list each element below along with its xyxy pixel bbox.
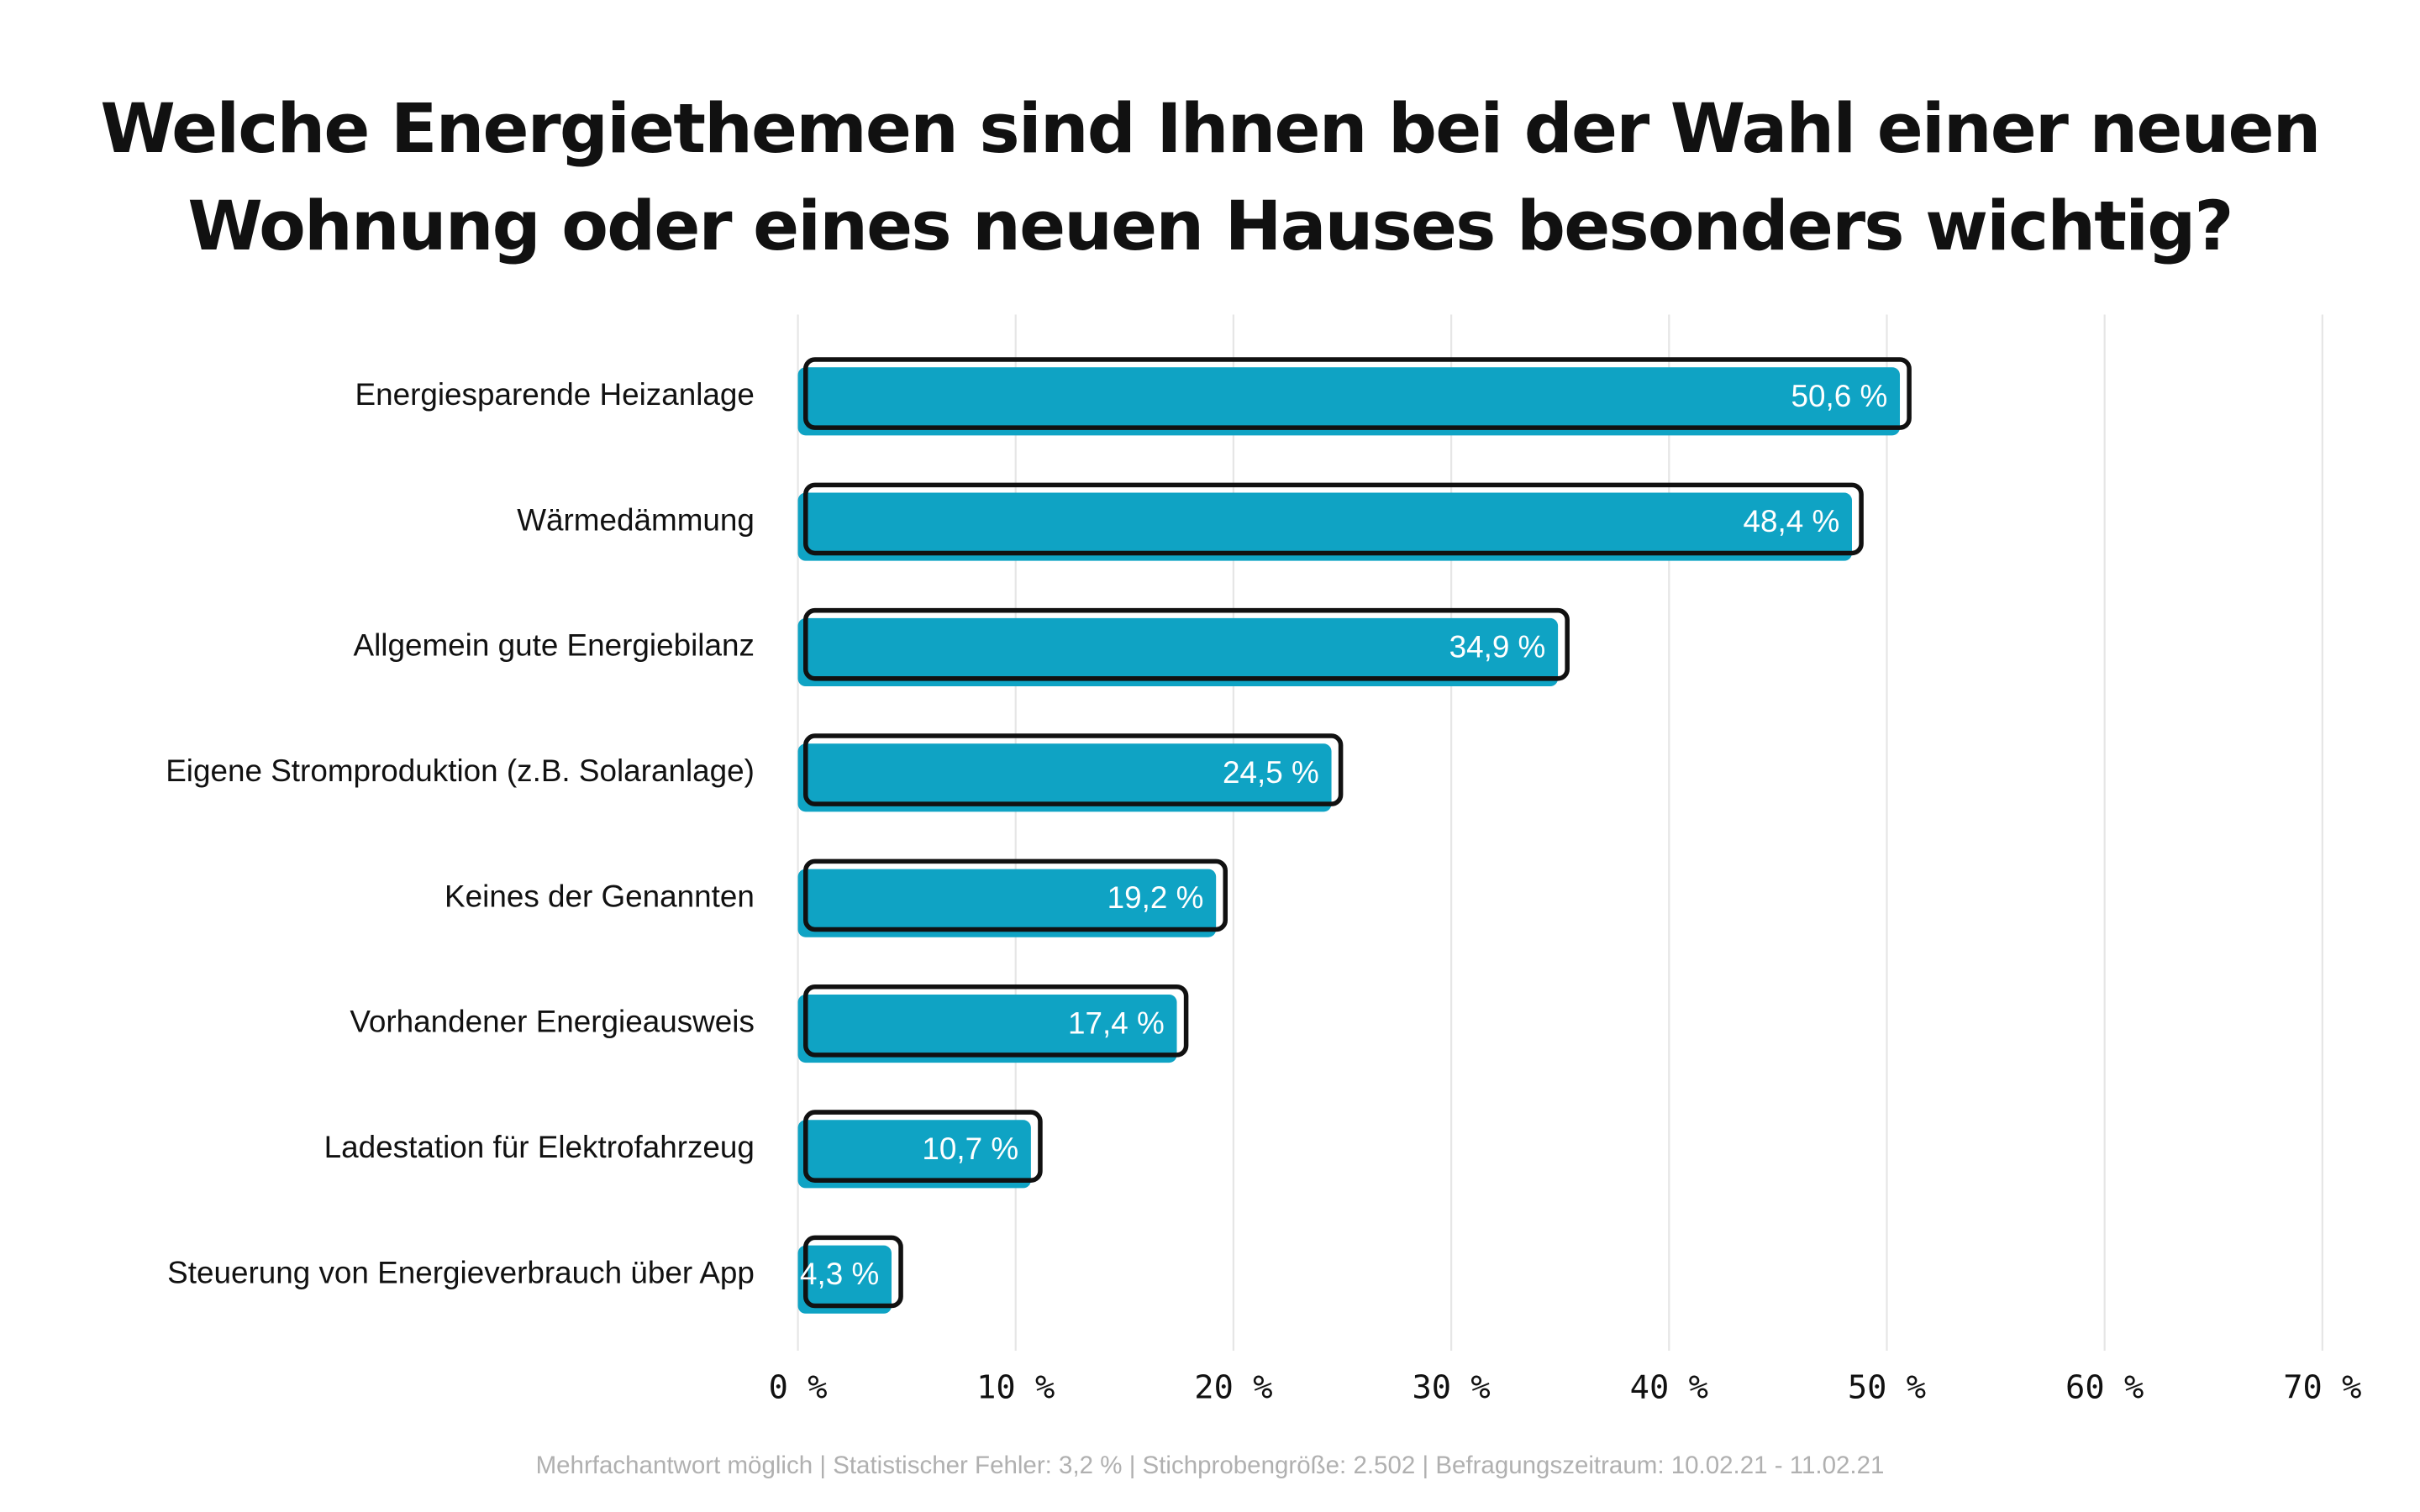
x-tick-label: 10 % (976, 1369, 1055, 1407)
x-tick-label: 20 % (1194, 1369, 1272, 1407)
y-tick-label: Ladestation für Elektrofahrzeug (324, 1130, 755, 1164)
value-label: 48,4 % (1743, 504, 1839, 538)
bar-outline (803, 733, 1344, 806)
footnote: Mehrfachantwort möglich | Statistischer … (536, 1452, 1885, 1479)
bar-outline (803, 357, 1912, 430)
bar (797, 367, 1901, 436)
x-tick-label: 40 % (1630, 1369, 1708, 1407)
bar-outline (803, 858, 1228, 932)
bar (797, 743, 1332, 812)
y-tick-label: Energiesparende Heizanlage (355, 377, 755, 412)
x-tick-label: 0 % (769, 1369, 828, 1407)
value-label: 24,5 % (1223, 755, 1319, 790)
bar (797, 1120, 1031, 1189)
bar-outline (803, 607, 1570, 681)
bar (797, 1245, 892, 1314)
y-tick-label: Keines der Genannten (445, 879, 755, 913)
value-label: 4,3 % (800, 1257, 879, 1291)
bar (797, 994, 1177, 1063)
title-box: Welche Energiethemen sind Ihnen bei der … (100, 90, 2321, 267)
value-label: 10,7 % (922, 1131, 1018, 1166)
y-tick-label: Eigene Stromproduktion (z.B. Solaranlage… (166, 753, 755, 788)
bar-outline (803, 1235, 903, 1309)
chart-title: Welche Energiethemen sind Ihnen bei der … (100, 90, 2321, 267)
value-label: 50,6 % (1791, 379, 1888, 413)
x-tick-label: 60 % (2065, 1369, 2144, 1407)
y-tick-label: Wärmedämmung (517, 502, 755, 537)
x-tick-label: 50 % (1848, 1369, 1926, 1407)
bar (797, 492, 1853, 561)
value-label: 19,2 % (1107, 880, 1204, 915)
x-tick-label: 30 % (1412, 1369, 1490, 1407)
bar (797, 869, 1217, 937)
y-tick-label: Allgemein gute Energiebilanz (353, 628, 754, 663)
value-label: 34,9 % (1449, 630, 1546, 664)
x-tick-label: 70 % (2283, 1369, 2361, 1407)
bar-outline (803, 1110, 1043, 1183)
bar-outline (803, 482, 1864, 556)
y-tick-label: Steuerung von Energieverbrauch über App (167, 1255, 755, 1289)
y-tick-label: Vorhandener Energieausweis (350, 1005, 755, 1039)
bar (797, 617, 1559, 687)
bar-outline (803, 984, 1189, 1058)
value-label: 17,4 % (1068, 1006, 1165, 1041)
